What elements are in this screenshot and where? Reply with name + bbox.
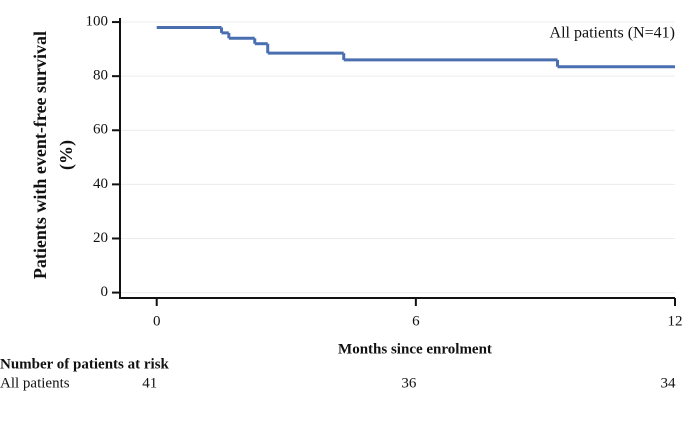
risk-table-title: Number of patients at risk (0, 356, 170, 372)
x-tick-label: 6 (412, 313, 420, 329)
risk-value: 34 (661, 375, 677, 391)
risk-row-label: All patients (0, 375, 70, 391)
y-tick-label: 100 (86, 13, 109, 29)
x-tick-label: 12 (668, 313, 683, 329)
y-tick-label: 20 (93, 230, 108, 246)
legend-label: All patients (N=41) (550, 25, 675, 42)
x-tick-label: 0 (153, 313, 161, 329)
y-axis-label: Patients with event-free survival (30, 31, 50, 279)
x-axis-label: Months since enrolment (338, 341, 492, 357)
risk-value: 41 (142, 375, 157, 391)
y-tick-label: 40 (93, 176, 108, 192)
y-axis-label: (%) (56, 140, 77, 170)
y-tick-label: 0 (101, 284, 109, 300)
y-tick-label: 60 (93, 122, 108, 138)
y-tick-label: 80 (93, 68, 108, 84)
y-axis-label-group: Patients with event-free survival (%) (30, 31, 77, 279)
risk-value: 36 (401, 375, 417, 391)
